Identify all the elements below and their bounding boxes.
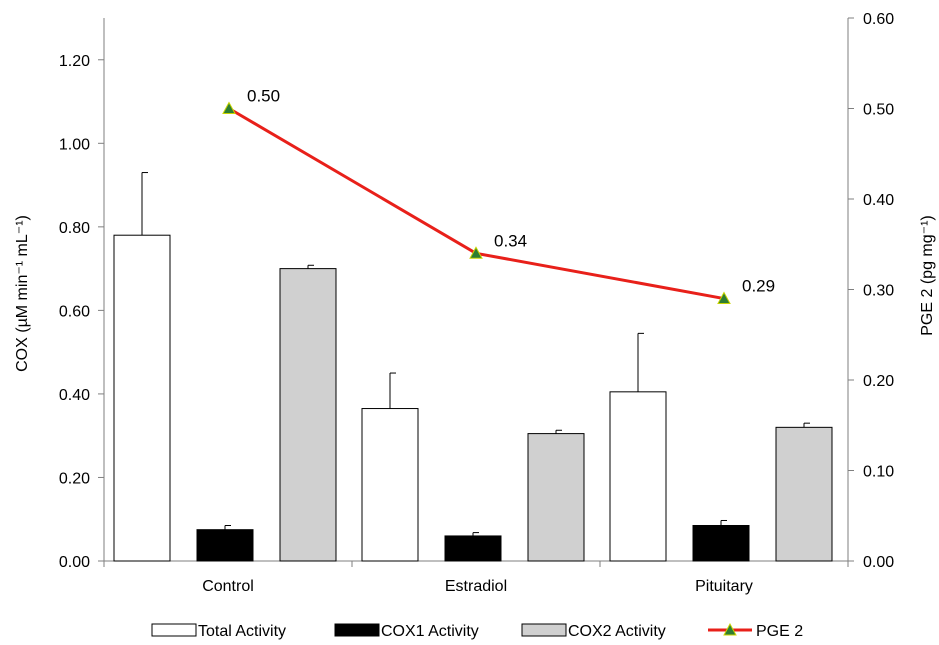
pge2-data-label: 0.34	[494, 231, 527, 250]
bar-cox1-activity	[692, 524, 750, 562]
bar-cox2-activity	[527, 433, 585, 562]
pge2-marker	[222, 101, 236, 114]
pge2-data-label: 0.50	[247, 87, 280, 106]
left-tick-label: 0.80	[59, 220, 90, 237]
x-category-label: Estradiol	[445, 578, 507, 595]
legend-label: Total Activity	[198, 623, 286, 640]
right-tick-label: 0.20	[863, 373, 894, 390]
legend-label: COX2 Activity	[568, 623, 666, 640]
x-category-label: Pituitary	[695, 578, 753, 595]
left-tick-label: 0.60	[59, 303, 90, 320]
legend-swatch-cox1-activity	[334, 623, 380, 637]
right-tick-label: 0.10	[863, 464, 894, 481]
right-tick-label: 0.50	[863, 102, 894, 119]
bar-cox2-activity	[279, 268, 337, 562]
right-tick-label: 0.60	[863, 11, 894, 28]
pge2-data-label: 0.29	[742, 277, 775, 296]
bar-cox1-activity	[444, 535, 502, 562]
left-axis-title: COX (µM min⁻¹ mL⁻¹)	[14, 215, 31, 372]
left-tick-label: 1.00	[59, 136, 90, 153]
left-tick-label: 1.20	[59, 53, 90, 70]
right-axis-title: PGE 2 (pg mg⁻¹)	[919, 215, 936, 335]
bar-total-activity	[361, 408, 419, 562]
pge2-marker	[717, 291, 731, 305]
left-tick-label: 0.00	[59, 554, 90, 571]
left-tick-label: 0.40	[59, 387, 90, 404]
bar-total-activity	[609, 391, 667, 562]
left-tick-label: 0.20	[59, 470, 90, 487]
bar-total-activity	[113, 234, 171, 562]
legend-swatch-pge2-marker	[723, 622, 737, 636]
legend-label: PGE 2	[756, 623, 803, 640]
bar-cox1-activity	[196, 529, 254, 562]
bar-cox2-activity	[775, 426, 833, 562]
right-tick-label: 0.40	[863, 192, 894, 209]
right-tick-label: 0.00	[863, 554, 894, 571]
legend-label: COX1 Activity	[381, 623, 479, 640]
legend-swatch-cox2-activity	[521, 623, 567, 637]
right-tick-label: 0.30	[863, 283, 894, 300]
pge2-marker	[469, 246, 483, 259]
x-category-label: Control	[202, 578, 254, 595]
legend-swatch-total-activity	[151, 623, 197, 637]
